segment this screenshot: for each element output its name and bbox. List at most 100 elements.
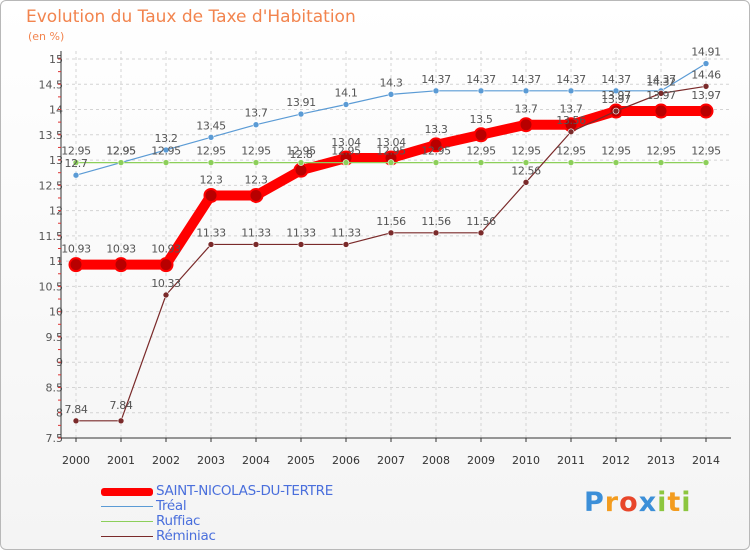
data-point-saint-nicolas-du-tertre (203, 187, 219, 203)
data-point-saint-nicolas-du-tertre (698, 103, 714, 119)
legend-item-ruffiac[interactable]: Ruffiac (101, 513, 421, 529)
data-label-saint-nicolas-du-tertre: 10.93 (106, 243, 136, 256)
data-point-saint-nicolas-du-tertre (113, 257, 129, 273)
data-label-saint-nicolas-du-tertre: 12.8 (290, 148, 313, 161)
data-label-treal: 14.37 (601, 73, 631, 86)
y-tick-label: 14 (49, 104, 63, 117)
data-point-ruffiac (162, 159, 170, 166)
data-point-saint-nicolas-du-tertre (68, 257, 84, 273)
data-label-treal: 14.91 (691, 46, 721, 59)
data-label-treal: 13.91 (286, 96, 316, 109)
logo-letter: r (604, 487, 620, 518)
x-tick-label: 2005 (287, 454, 315, 467)
legend-item-treal[interactable]: Tréal (101, 498, 421, 514)
data-point-saint-nicolas-du-tertre (473, 127, 489, 143)
x-tick-label: 2010 (512, 454, 540, 467)
data-label-treal: 12.95 (106, 145, 136, 158)
data-label-reminiac: 13.97 (601, 93, 631, 106)
data-point-ruffiac (207, 159, 215, 166)
data-label-saint-nicolas-du-tertre: 10.93 (151, 243, 181, 256)
data-point-reminiac (612, 107, 620, 115)
data-point-treal (387, 91, 395, 98)
data-label-saint-nicolas-du-tertre: 13.04 (376, 136, 406, 149)
legend-label-reminiac: Réminiac (156, 528, 216, 544)
data-label-reminiac: 12.56 (511, 164, 541, 177)
logo-letter: P (584, 487, 605, 518)
data-label-ruffiac: 12.95 (286, 145, 316, 158)
data-label-reminiac: 10.33 (151, 277, 181, 290)
x-tick-label: 2002 (152, 454, 180, 467)
data-label-ruffiac: 12.95 (466, 145, 496, 158)
data-label-reminiac: 11.56 (376, 215, 406, 228)
logo-letter: o (619, 487, 639, 518)
data-label-saint-nicolas-du-tertre: 13.5 (470, 113, 493, 126)
data-label-reminiac: 14.46 (691, 68, 721, 81)
data-point-ruffiac (252, 159, 260, 166)
data-label-saint-nicolas-du-tertre: 10.93 (61, 243, 91, 256)
data-label-reminiac: 11.33 (331, 226, 361, 239)
data-label-treal: 13.45 (196, 119, 226, 132)
data-point-reminiac (432, 229, 440, 237)
data-label-saint-nicolas-du-tertre: 12.3 (245, 173, 268, 186)
data-label-saint-nicolas-du-tertre: 12.3 (200, 173, 223, 186)
data-point-treal (612, 87, 620, 95)
data-label-ruffiac: 12.95 (691, 145, 721, 158)
x-tick-label: 2008 (422, 454, 450, 467)
legend-label-saint-nicolas: SAINT-NICOLAS-DU-TERTRE (156, 483, 333, 499)
legend-item-reminiac[interactable]: Réminiac (101, 528, 421, 544)
data-label-saint-nicolas-du-tertre: 13.7 (515, 103, 538, 116)
data-point-ruffiac (657, 159, 665, 166)
data-label-reminiac: 11.33 (286, 226, 316, 239)
data-label-treal: 12.7 (65, 157, 88, 170)
data-point-ruffiac (387, 159, 395, 166)
data-point-treal (567, 87, 575, 95)
x-tick-label: 2014 (692, 454, 720, 467)
data-point-saint-nicolas-du-tertre (518, 117, 534, 133)
data-point-ruffiac (477, 159, 485, 166)
y-tick-label: 14.5 (39, 78, 64, 91)
y-tick-label: 12 (49, 205, 63, 218)
y-tick-label: 11.5 (39, 230, 64, 243)
data-point-saint-nicolas-du-tertre (248, 187, 264, 203)
data-label-reminiac: 11.56 (421, 215, 451, 228)
data-point-treal (477, 87, 485, 95)
data-label-reminiac: 11.33 (241, 226, 271, 239)
data-label-reminiac: 7.84 (110, 399, 133, 412)
data-label-treal: 14.37 (646, 73, 676, 86)
data-label-ruffiac: 12.95 (646, 145, 676, 158)
x-tick-label: 2001 (107, 454, 135, 467)
y-tick-label: 13 (49, 154, 63, 167)
data-label-saint-nicolas-du-tertre: 13.04 (331, 136, 361, 149)
data-label-treal: 14.37 (556, 73, 586, 86)
legend-item-saint-nicolas[interactable]: SAINT-NICOLAS-DU-TERTRE (101, 483, 421, 499)
data-label-ruffiac: 12.95 (106, 145, 136, 158)
data-label-saint-nicolas-du-tertre: 13.97 (646, 89, 676, 102)
data-label-reminiac: 13.56 (556, 114, 586, 127)
data-label-reminiac: 14.32 (646, 75, 676, 88)
y-tick-label: 10.5 (39, 280, 64, 293)
x-tick-label: 2011 (557, 454, 585, 467)
data-point-treal (162, 146, 170, 154)
proxiti-logo: Proxiti (584, 487, 692, 518)
y-tick-label: 12.5 (39, 179, 64, 192)
data-point-reminiac (72, 417, 80, 425)
data-point-ruffiac (72, 159, 80, 166)
data-label-reminiac: 7.84 (65, 403, 88, 416)
data-point-reminiac (252, 241, 260, 248)
y-tick-label: 10 (49, 306, 63, 319)
data-point-treal (342, 101, 350, 108)
legend-label-ruffiac: Ruffiac (156, 513, 201, 529)
data-label-treal: 14.3 (380, 76, 403, 89)
y-tick-label: 9.5 (46, 331, 64, 344)
data-label-treal: 14.1 (335, 86, 358, 99)
y-tick-label: 8.5 (46, 381, 64, 394)
data-point-reminiac (567, 128, 575, 136)
data-point-reminiac (522, 179, 530, 186)
data-point-saint-nicolas-du-tertre (428, 137, 444, 153)
data-point-ruffiac (612, 159, 620, 166)
data-label-reminiac: 11.56 (466, 215, 496, 228)
data-label-ruffiac: 12.95 (331, 145, 361, 158)
legend-label-treal: Tréal (156, 498, 187, 514)
